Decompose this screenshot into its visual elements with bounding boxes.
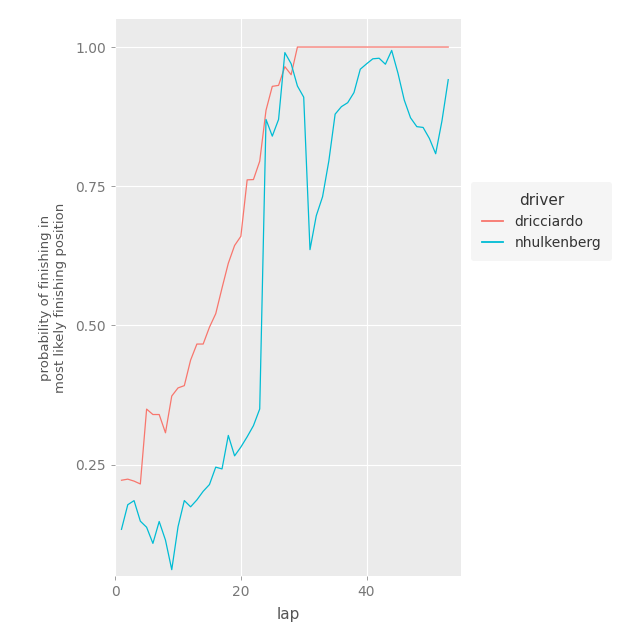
- Legend: dricciardo, nhulkenberg: dricciardo, nhulkenberg: [471, 182, 612, 261]
- X-axis label: lap: lap: [276, 607, 300, 622]
- Y-axis label: probability of finishing in
most likely finishing position: probability of finishing in most likely …: [39, 202, 67, 393]
